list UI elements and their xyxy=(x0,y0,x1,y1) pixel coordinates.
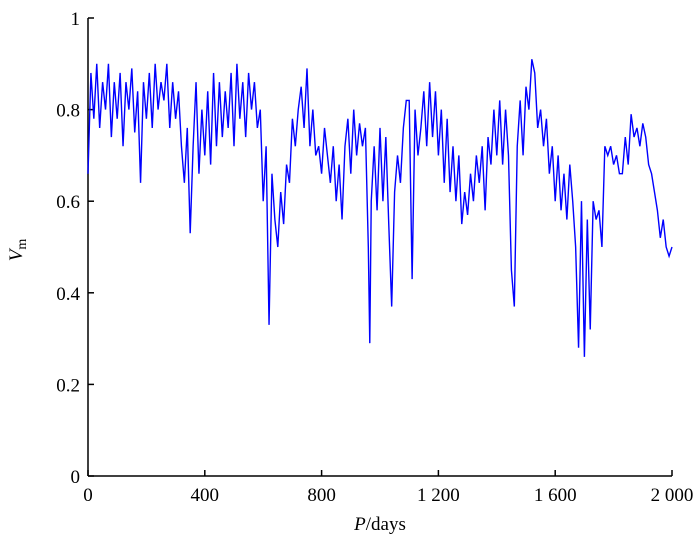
y-tick-label: 1 xyxy=(71,9,81,30)
data-line xyxy=(87,59,673,357)
x-tick-label: 0 xyxy=(83,485,93,506)
x-label-var: P xyxy=(353,514,366,535)
y-axis-label: Vm xyxy=(6,239,30,262)
y-tick-label: 0.6 xyxy=(56,192,80,213)
y-tick-label: 0 xyxy=(71,467,81,488)
x-tick-label: 1 600 xyxy=(534,485,577,506)
x-tick-label: 2 000 xyxy=(651,485,694,506)
x-label-unit: /days xyxy=(366,514,406,535)
x-tick-label: 400 xyxy=(191,485,220,506)
y-tick-label: 0.8 xyxy=(56,101,80,122)
y-label-sub: m xyxy=(15,239,30,250)
y-label-var: V xyxy=(6,247,27,261)
x-tick-label: 800 xyxy=(307,485,336,506)
y-tick-label: 0.4 xyxy=(56,284,80,305)
x-tick-label: 1 200 xyxy=(417,485,460,506)
y-tick-label: 0.2 xyxy=(56,375,80,396)
x-axis-label: P/days xyxy=(353,514,406,535)
